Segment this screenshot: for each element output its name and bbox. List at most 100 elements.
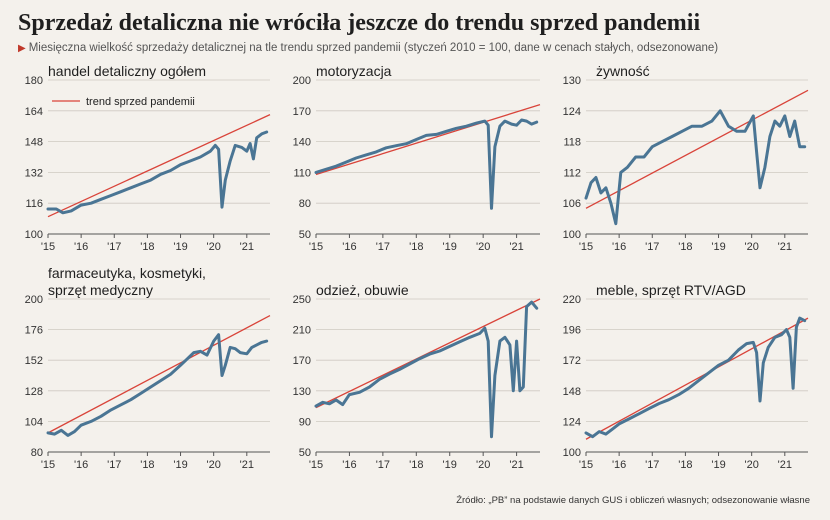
panel-5-y-tick-label: 170 xyxy=(293,355,311,367)
panel-1-x-tick-label: '16 xyxy=(74,241,88,253)
panel-6-x-tick-label: '18 xyxy=(678,459,692,471)
panel-5-x-tick-label: '17 xyxy=(376,459,390,471)
panel-2-y-tick-label: 50 xyxy=(299,229,311,241)
panel-4-x-tick-label: '18 xyxy=(140,459,154,471)
panel-1-y-tick-label: 100 xyxy=(25,229,43,241)
panel-1-y-tick-label: 132 xyxy=(25,167,43,179)
panel-3-x-tick-label: '20 xyxy=(744,241,758,253)
panel-6-x-tick-label: '21 xyxy=(778,459,792,471)
triangle-marker-icon: ▶ xyxy=(18,43,26,54)
panel-6-y-tick-label: 220 xyxy=(563,294,581,306)
panel-1-x-tick-label: '21 xyxy=(240,241,254,253)
panel-3-y-tick-label: 124 xyxy=(563,106,581,118)
panel-6-x-tick-label: '16 xyxy=(612,459,626,471)
panel-4-x-tick-label: '20 xyxy=(206,459,220,471)
panel-2-x-tick-label: '21 xyxy=(509,241,523,253)
panel-4-x-tick-label: '15 xyxy=(41,459,55,471)
panel-3-title: żywność xyxy=(596,63,650,79)
panel-4-y-tick-label: 104 xyxy=(25,416,43,428)
panel-3-x-tick-label: '17 xyxy=(645,241,659,253)
panel-5-y-tick-label: 50 xyxy=(299,447,311,459)
panel-1-y-tick-label: 180 xyxy=(25,75,43,87)
panel-3-y-tick-label: 100 xyxy=(563,229,581,241)
panel-5-y-tick-label: 90 xyxy=(299,416,311,428)
panel-3-y-tick-label: 106 xyxy=(563,198,581,210)
panel-4-x-tick-label: '19 xyxy=(173,459,187,471)
panel-5-x-tick-label: '21 xyxy=(509,459,523,471)
panel-2-y-tick-label: 110 xyxy=(293,167,311,179)
panel-3-trend-line xyxy=(585,89,809,209)
panel-6-x-tick-label: '19 xyxy=(711,459,725,471)
panel-2-title: motoryzacja xyxy=(316,63,392,79)
panel-3-y-tick-label: 118 xyxy=(563,137,581,149)
panel-1-x-tick-label: '15 xyxy=(41,241,55,253)
panel-5-y-tick-label: 210 xyxy=(293,325,311,337)
source-note: Źródło: „PB” na podstawie danych GUS i o… xyxy=(456,495,810,506)
legend-trend-label: trend sprzed pandemii xyxy=(86,96,195,108)
panel-6-y-tick-label: 124 xyxy=(563,416,581,428)
panel-4-y-tick-label: 80 xyxy=(31,447,43,459)
panel-6-y-tick-label: 148 xyxy=(563,386,581,398)
panel-6-trend-line xyxy=(585,317,809,440)
panel-6-y-tick-label: 172 xyxy=(563,355,581,367)
panel-6-title: meble, sprzęt RTV/AGD xyxy=(596,282,746,298)
panel-4-y-tick-label: 128 xyxy=(25,386,43,398)
panel-3-series-line xyxy=(584,109,807,226)
panel-6-y-tick-label: 100 xyxy=(563,447,581,459)
panel-4-y-tick-label: 176 xyxy=(25,325,43,337)
panel-4-x-tick-label: '21 xyxy=(240,459,254,471)
page-title: Sprzedaż detaliczna nie wróciła jeszcze … xyxy=(18,10,701,36)
panel-2-y-tick-label: 170 xyxy=(293,106,311,118)
panel-4-title: farmaceutyka, kosmetyki, xyxy=(48,265,206,281)
panel-1-y-tick-label: 164 xyxy=(25,106,43,118)
panel-1-x-tick-label: '19 xyxy=(173,241,187,253)
panel-4-trend-line xyxy=(47,315,271,434)
panel-4-title-line2: sprzęt medyczny xyxy=(48,282,153,298)
panel-3-y-tick-label: 112 xyxy=(563,167,581,179)
panel-1-title: handel detaliczny ogółem xyxy=(48,63,206,79)
panel-6-series-line xyxy=(584,316,807,439)
panel-1-x-tick-label: '18 xyxy=(140,241,154,253)
panel-4-y-tick-label: 200 xyxy=(25,294,43,306)
panel-6-x-tick-label: '17 xyxy=(645,459,659,471)
panel-2-x-tick-label: '15 xyxy=(309,241,323,253)
panel-5-x-tick-label: '20 xyxy=(476,459,490,471)
panel-4-x-tick-label: '17 xyxy=(107,459,121,471)
page-subtitle: ▶ Miesięczna wielkość sprzedaży detaliczn… xyxy=(18,42,718,54)
panel-1-series-line xyxy=(46,130,269,215)
panel-2-x-tick-label: '19 xyxy=(443,241,457,253)
panel-5-x-tick-label: '15 xyxy=(309,459,323,471)
panel-1-x-tick-label: '17 xyxy=(107,241,121,253)
panel-3-x-tick-label: '18 xyxy=(678,241,692,253)
panel-1-y-tick-label: 148 xyxy=(25,137,43,149)
panel-5-x-tick-label: '19 xyxy=(443,459,457,471)
panel-3-x-tick-label: '21 xyxy=(778,241,792,253)
panel-5-title: odzież, obuwie xyxy=(316,282,409,298)
panel-3-x-tick-label: '16 xyxy=(612,241,626,253)
panel-3-x-tick-label: '15 xyxy=(579,241,593,253)
panel-5-series-line xyxy=(314,300,539,439)
panel-2-trend-line xyxy=(315,104,541,176)
panel-6-x-tick-label: '20 xyxy=(744,459,758,471)
panel-2-series-line xyxy=(314,118,539,210)
panel-2-x-tick-label: '17 xyxy=(376,241,390,253)
panel-5-x-tick-label: '16 xyxy=(342,459,356,471)
panel-1-x-tick-label: '20 xyxy=(206,241,220,253)
panel-2-x-tick-label: '20 xyxy=(476,241,490,253)
panel-2-y-tick-label: 140 xyxy=(293,137,311,149)
panel-1-y-tick-label: 116 xyxy=(25,198,43,210)
panel-2-x-tick-label: '18 xyxy=(409,241,423,253)
panel-3-x-tick-label: '19 xyxy=(711,241,725,253)
panel-2-y-tick-label: 200 xyxy=(293,75,311,87)
panel-5-y-tick-label: 250 xyxy=(293,294,311,306)
panel-4-x-tick-label: '16 xyxy=(74,459,88,471)
panel-5-x-tick-label: '18 xyxy=(409,459,423,471)
panel-2-y-tick-label: 80 xyxy=(299,198,311,210)
panel-6-y-tick-label: 196 xyxy=(563,325,581,337)
panel-2-x-tick-label: '16 xyxy=(342,241,356,253)
subtitle-text: Miesięczna wielkość sprzedaży detaliczne… xyxy=(28,42,719,54)
panel-1-trend-line xyxy=(47,114,271,218)
panel-3-y-tick-label: 130 xyxy=(563,75,581,87)
panel-4-series-line xyxy=(46,333,269,437)
